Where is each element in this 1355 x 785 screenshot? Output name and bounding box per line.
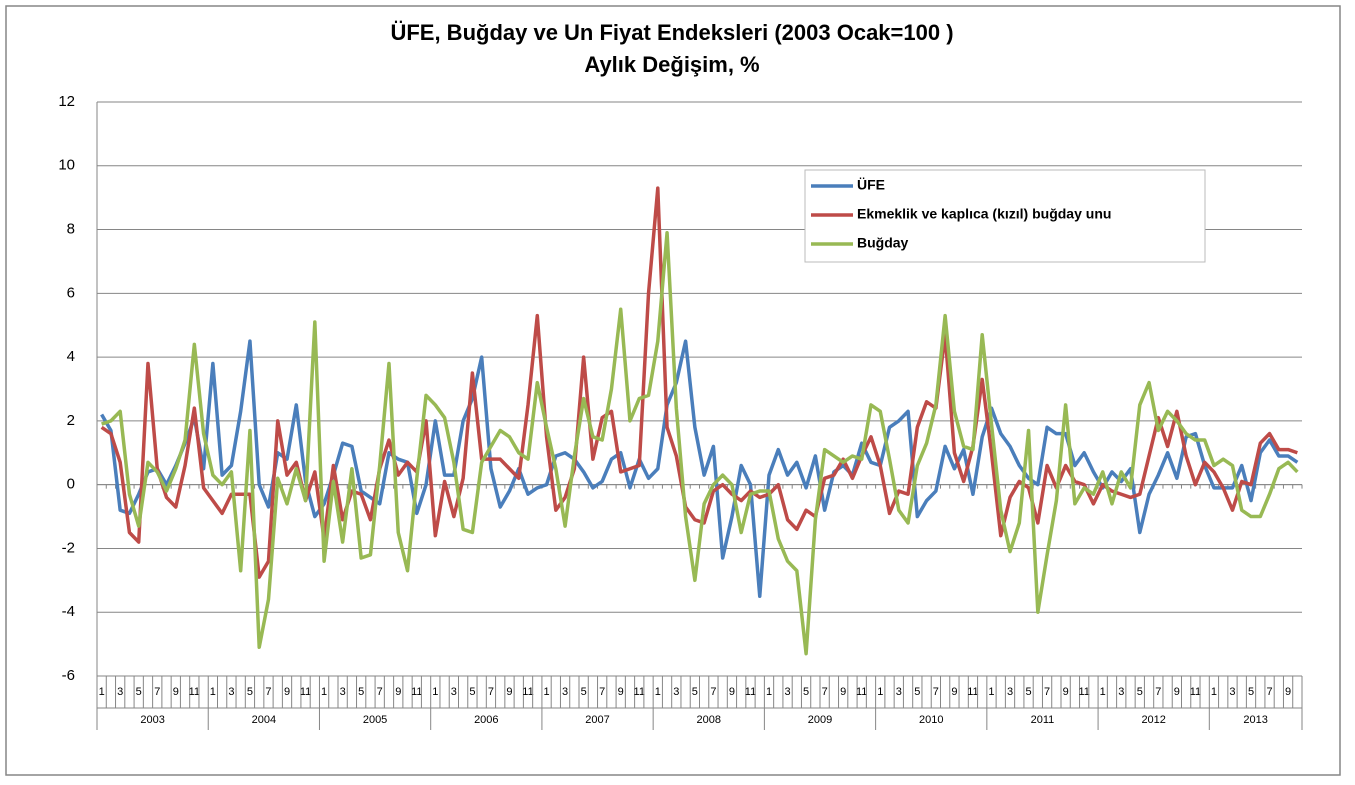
year-label: 2008 (697, 714, 721, 726)
x-tick-label: 9 (840, 686, 846, 698)
x-tick-label: 9 (395, 686, 401, 698)
x-tick-label: 7 (710, 686, 716, 698)
chart-subtitle: Aylık Değişim, % (584, 52, 759, 77)
x-tick-label: 11 (1190, 686, 1201, 698)
x-tick-label: 1 (1100, 686, 1106, 698)
x-tick-label: 7 (1155, 686, 1161, 698)
year-label: 2010 (919, 714, 943, 726)
y-tick-label: -4 (62, 603, 75, 620)
y-tick-label: 12 (58, 93, 75, 110)
x-tick-label: 9 (506, 686, 512, 698)
x-tick-label: 11 (967, 686, 978, 698)
year-label: 2013 (1243, 714, 1267, 726)
x-tick-label: 5 (914, 686, 920, 698)
x-tick-label: 5 (247, 686, 253, 698)
x-tick-label: 11 (522, 686, 533, 698)
x-tick-label: 1 (543, 686, 549, 698)
x-tick-label: 9 (951, 686, 957, 698)
x-tick-label: 7 (488, 686, 494, 698)
x-tick-label: 9 (173, 686, 179, 698)
legend-label: Buğday (857, 235, 909, 251)
y-tick-label: 10 (58, 157, 75, 174)
x-tick-label: 3 (896, 686, 902, 698)
x-tick-label: 3 (1118, 686, 1124, 698)
x-tick-label: 7 (1266, 686, 1272, 698)
x-tick-label: 11 (411, 686, 422, 698)
x-tick-label: 9 (284, 686, 290, 698)
x-tick-label: 5 (1137, 686, 1143, 698)
y-tick-label: 4 (67, 348, 75, 365)
year-label: 2011 (1031, 714, 1055, 726)
x-tick-label: 11 (856, 686, 867, 698)
x-tick-label: 9 (729, 686, 735, 698)
x-tick-label: 7 (599, 686, 605, 698)
y-tick-label: 8 (67, 221, 75, 238)
year-label: 2012 (1141, 714, 1165, 726)
x-tick-label: 5 (1248, 686, 1254, 698)
x-tick-label: 7 (265, 686, 271, 698)
x-tick-label: 3 (784, 686, 790, 698)
year-label: 2005 (363, 714, 387, 726)
x-tick-label: 9 (618, 686, 624, 698)
x-tick-label: 3 (1007, 686, 1013, 698)
x-tick-label: 1 (988, 686, 994, 698)
x-tick-label: 5 (692, 686, 698, 698)
x-tick-label: 3 (228, 686, 234, 698)
x-tick-label: 7 (154, 686, 160, 698)
legend-label: ÜFE (857, 177, 885, 193)
x-tick-label: 1 (1211, 686, 1217, 698)
x-tick-label: 1 (766, 686, 772, 698)
year-label: 2004 (252, 714, 276, 726)
x-tick-label: 5 (469, 686, 475, 698)
chart-title: ÜFE, Buğday ve Un Fiyat Endeksleri (2003… (390, 20, 953, 45)
x-tick-label: 3 (1229, 686, 1235, 698)
legend-label: Ekmeklik ve kaplıca (kızıl) buğday unu (857, 206, 1111, 222)
x-tick-label: 5 (358, 686, 364, 698)
x-tick-label: 11 (634, 686, 645, 698)
x-tick-label: 3 (451, 686, 457, 698)
x-tick-label: 9 (1285, 686, 1291, 698)
year-label: 2007 (585, 714, 609, 726)
y-tick-label: -6 (62, 667, 75, 684)
y-tick-label: 2 (67, 412, 75, 429)
y-tick-label: 0 (67, 476, 75, 493)
x-tick-label: 11 (1078, 686, 1089, 698)
x-tick-label: 1 (432, 686, 438, 698)
x-tick-label: 3 (562, 686, 568, 698)
x-tick-label: 5 (136, 686, 142, 698)
x-tick-label: 1 (655, 686, 661, 698)
x-tick-label: 11 (745, 686, 756, 698)
x-tick-label: 11 (300, 686, 311, 698)
year-label: 2003 (140, 714, 164, 726)
year-label: 2006 (474, 714, 498, 726)
x-tick-label: 5 (1025, 686, 1031, 698)
x-tick-label: 9 (1063, 686, 1069, 698)
x-tick-label: 7 (1044, 686, 1050, 698)
x-tick-label: 1 (99, 686, 105, 698)
x-tick-label: 7 (822, 686, 828, 698)
x-tick-label: 3 (117, 686, 123, 698)
x-tick-label: 1 (321, 686, 327, 698)
legend-box (804, 169, 1206, 263)
x-tick-label: 7 (377, 686, 383, 698)
x-tick-label: 3 (340, 686, 346, 698)
year-label: 2009 (808, 714, 832, 726)
x-tick-label: 5 (581, 686, 587, 698)
x-tick-label: 7 (933, 686, 939, 698)
x-tick-label: 1 (210, 686, 216, 698)
x-tick-label: 1 (877, 686, 883, 698)
y-tick-label: 6 (67, 284, 75, 301)
x-tick-label: 9 (1174, 686, 1180, 698)
x-tick-label: 11 (189, 686, 200, 698)
x-tick-label: 3 (673, 686, 679, 698)
y-tick-label: -2 (62, 539, 75, 556)
series-line (101, 230, 1299, 656)
x-tick-label: 5 (803, 686, 809, 698)
